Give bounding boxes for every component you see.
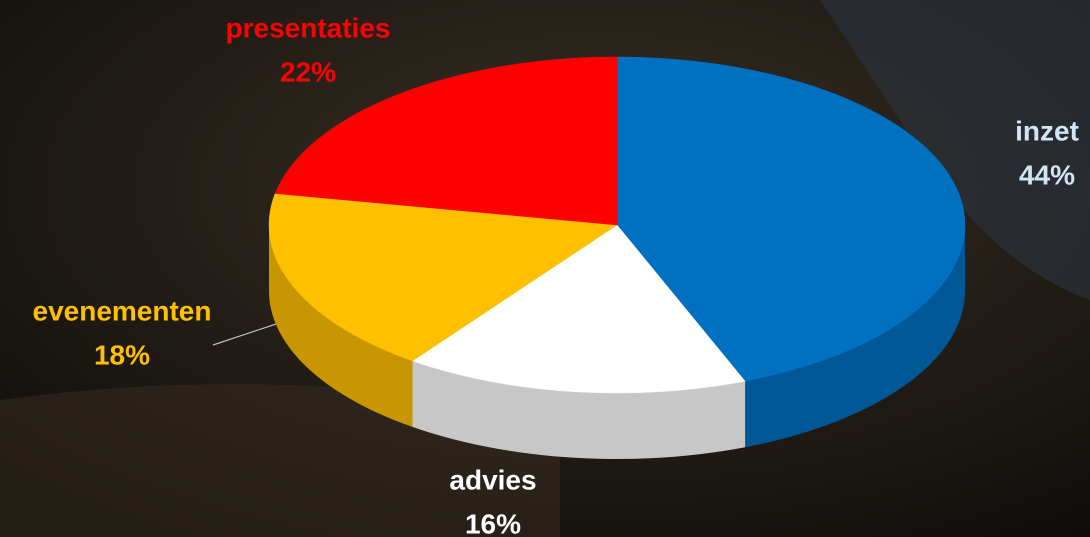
background-shape (820, 0, 1090, 300)
slice-side-shade (412, 360, 746, 459)
pie (268, 56, 966, 459)
category-label: presentaties (226, 12, 391, 43)
category-label: evenementen (33, 295, 212, 326)
value-label: 44% (1019, 159, 1075, 190)
slice-side (412, 360, 746, 459)
slice (274, 56, 618, 226)
category-label: inzet (1015, 115, 1079, 146)
value-label: 22% (280, 56, 336, 87)
labels: inzet 44% advies 16% evenementen 18% presentat… (33, 12, 1079, 537)
value-label: 18% (94, 339, 150, 370)
leader-line (212, 321, 283, 346)
slice (411, 224, 746, 394)
slice-side-shade (269, 225, 413, 427)
slice (268, 193, 618, 362)
slice-side (269, 225, 413, 427)
value-label: 16% (465, 508, 521, 537)
category-label: advies (449, 464, 536, 495)
slice-side (745, 225, 965, 448)
slice (616, 56, 966, 382)
slice-side-shade (745, 225, 965, 448)
